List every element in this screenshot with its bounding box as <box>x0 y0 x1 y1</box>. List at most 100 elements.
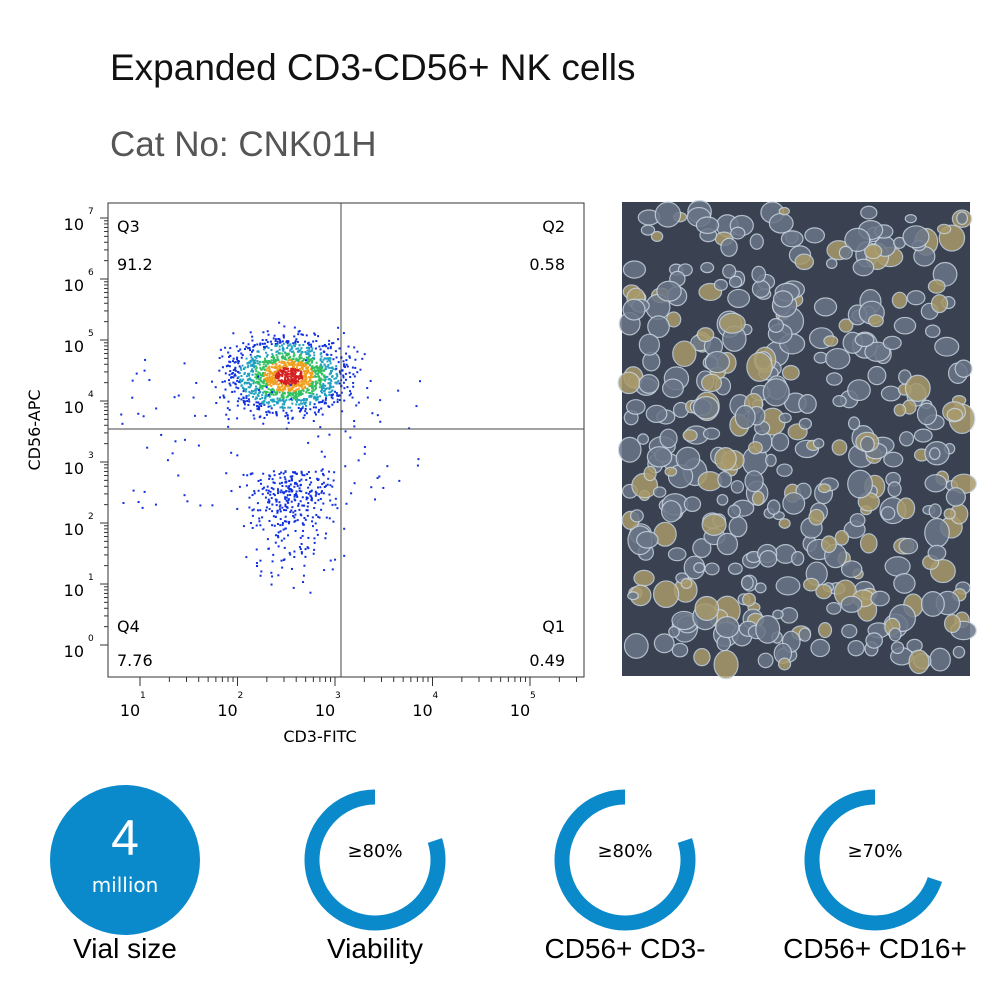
cell <box>890 641 905 655</box>
event-dot <box>245 556 248 559</box>
event-dot <box>275 410 278 413</box>
event-dot <box>281 387 284 390</box>
event-dot <box>234 366 237 369</box>
event-dot <box>295 388 298 391</box>
cell <box>847 469 873 499</box>
event-dot <box>284 400 287 403</box>
event-dot <box>279 339 282 342</box>
cell <box>834 529 850 546</box>
event-dot <box>298 330 301 333</box>
event-dot <box>274 367 277 370</box>
event-dot <box>302 389 305 392</box>
event-dot <box>305 496 308 499</box>
y-tick-base: 10 <box>64 215 84 234</box>
event-dot <box>272 481 275 484</box>
event-dot <box>232 369 235 372</box>
event-dot <box>273 361 276 364</box>
event-dot <box>378 475 381 478</box>
cell <box>647 315 670 339</box>
stat-value: ≥80% <box>597 841 652 862</box>
event-dot <box>229 347 232 350</box>
event-dot <box>286 372 289 375</box>
event-dot <box>363 446 366 449</box>
event-dot <box>266 361 269 364</box>
event-dot <box>268 501 271 504</box>
event-dot <box>309 403 312 406</box>
event-dot <box>305 391 308 394</box>
event-dot <box>323 344 326 347</box>
event-dot <box>269 379 272 382</box>
event-dot <box>283 537 286 540</box>
cell <box>749 233 764 250</box>
event-dot <box>293 520 296 523</box>
event-dot <box>252 414 255 417</box>
cell <box>847 640 865 657</box>
cell <box>870 590 890 607</box>
event-dot <box>287 357 290 360</box>
event-dot <box>300 371 303 374</box>
event-dot <box>352 373 355 376</box>
event-dot <box>274 393 277 396</box>
event-dot <box>301 361 304 364</box>
event-dot <box>278 382 281 385</box>
event-dot <box>275 413 278 416</box>
cell <box>667 547 687 562</box>
event-dot <box>297 502 300 505</box>
event-dot <box>329 370 332 373</box>
event-dot <box>275 344 278 347</box>
cell <box>744 470 764 493</box>
event-dot <box>246 382 249 385</box>
cell <box>880 385 902 402</box>
event-dot <box>329 382 332 385</box>
event-dot <box>244 366 247 369</box>
event-dot <box>303 385 306 388</box>
event-dot <box>224 346 227 349</box>
event-dot <box>343 399 346 402</box>
event-dot <box>317 371 320 374</box>
event-dot <box>308 490 311 493</box>
event-dot <box>276 358 279 361</box>
event-dot <box>327 358 330 361</box>
event-dot <box>253 490 256 493</box>
title: Expanded CD3-CD56+ NK cells <box>110 47 635 88</box>
event-dot <box>276 509 279 512</box>
event-dot <box>240 384 243 387</box>
cell <box>755 615 781 644</box>
event-dot <box>281 375 284 378</box>
event-dot <box>301 381 304 384</box>
event-dot <box>328 378 331 381</box>
event-dot <box>310 481 313 484</box>
event-dot <box>132 489 135 492</box>
event-dot <box>309 376 312 379</box>
event-dot <box>244 390 247 393</box>
event-dot <box>265 386 268 389</box>
event-dot <box>270 407 273 410</box>
event-dot <box>317 493 320 496</box>
event-dot <box>278 360 281 363</box>
event-dot <box>350 392 353 395</box>
event-dot <box>301 392 304 395</box>
event-dot <box>287 344 290 347</box>
event-dot <box>254 365 257 368</box>
event-dot <box>321 384 324 387</box>
event-dot <box>177 474 180 477</box>
event-dot <box>256 564 259 567</box>
event-dot <box>270 497 273 500</box>
event-dot <box>299 548 302 551</box>
event-dot <box>314 406 317 409</box>
event-dot <box>260 368 263 371</box>
event-dot <box>236 404 239 407</box>
event-dot <box>309 591 312 594</box>
event-dot <box>278 338 281 341</box>
event-dot <box>307 471 310 474</box>
event-dot <box>282 334 285 337</box>
event-dot <box>307 362 310 365</box>
event-dot <box>259 390 262 393</box>
event-dot <box>274 376 277 379</box>
event-dot <box>310 368 313 371</box>
event-dot <box>269 405 272 408</box>
event-dot <box>293 363 296 366</box>
event-dot <box>284 367 287 370</box>
cell <box>777 657 792 671</box>
event-dot <box>255 548 258 551</box>
